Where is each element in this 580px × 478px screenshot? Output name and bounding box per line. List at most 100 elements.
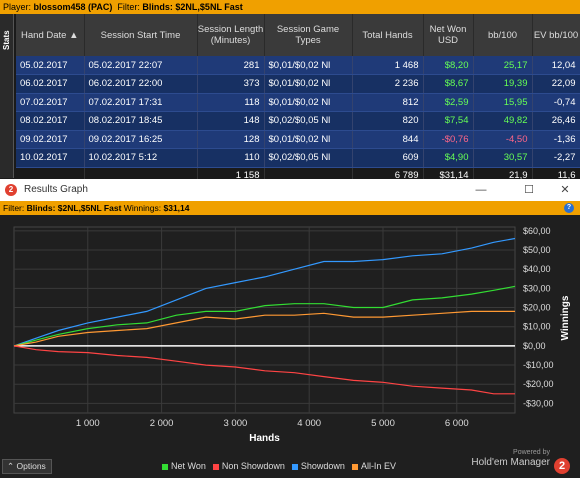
window-title: Results Graph <box>24 184 88 195</box>
legend-item[interactable]: Non Showdown <box>212 461 285 471</box>
y-tick-label: -$30,00 <box>523 398 554 408</box>
minimize-button[interactable]: — <box>475 184 487 196</box>
table-cell: -0,74 <box>532 93 580 112</box>
table-cell: $0,01/$0,02 Nl <box>264 93 353 112</box>
graph-legend: Net Won Non Showdown Showdown All-In EV <box>162 461 403 473</box>
y-tick-label: -$10,00 <box>523 360 554 370</box>
sessions-table: Hand Date ▲ Session Start Time Session L… <box>16 14 580 184</box>
x-tick-label: 1 000 <box>76 418 100 429</box>
table-cell: $8,67 <box>423 74 474 94</box>
header-ev-bb100[interactable]: EV bb/100 <box>532 14 580 56</box>
legend-label: Net Won <box>171 461 206 471</box>
table-cell: 2 236 <box>352 74 424 94</box>
table-cell: 128 <box>197 130 265 149</box>
maximize-button[interactable]: ☐ <box>524 184 534 196</box>
y-tick-label: $0,00 <box>523 341 546 351</box>
table-cell: 06.02.2017 22:00 <box>84 74 198 94</box>
sort-asc-icon: ▲ <box>69 29 79 41</box>
graph-filter-value: Blinds: $2NL,$5NL Fast <box>26 203 122 213</box>
table-cell: 30,57 <box>473 148 533 168</box>
table-cell: 22,09 <box>532 74 580 94</box>
legend-label: Showdown <box>300 461 345 471</box>
brand: Powered by Hold'em Manager 2 <box>471 449 570 474</box>
header-session-start[interactable]: Session Start Time <box>84 14 198 56</box>
header-bb100[interactable]: bb/100 <box>473 14 533 56</box>
table-row[interactable]: 05.02.2017 05.02.2017 22:07 281 $0,01/$0,02… <box>16 56 580 75</box>
help-icon[interactable]: ? <box>564 203 574 213</box>
table-cell: 06.02.2017 <box>16 74 85 94</box>
header-net-won[interactable]: Net Won USD <box>423 14 474 56</box>
table-cell: $0,02/$0,05 Nl <box>264 111 353 131</box>
legend-item[interactable]: All-In EV <box>351 461 396 471</box>
series-line-non-showdown <box>13 345 515 395</box>
table-cell: 09.02.2017 16:25 <box>84 130 198 149</box>
table-cell: -2,27 <box>532 148 580 168</box>
y-tick-label: $60,00 <box>523 226 551 236</box>
y-tick-label: -$20,00 <box>523 379 554 389</box>
player-label: Player: <box>3 2 32 12</box>
y-tick-label: $30,00 <box>523 283 551 293</box>
table-cell: 10.02.2017 <box>16 148 85 168</box>
table-header-row: Hand Date ▲ Session Start Time Session L… <box>16 14 580 56</box>
stats-side-tab[interactable]: Stats <box>0 14 14 178</box>
table-cell: 12,04 <box>532 56 580 75</box>
plot-area <box>13 226 516 414</box>
header-game-types[interactable]: Session Game Types <box>264 14 353 56</box>
table-cell: 19,39 <box>473 74 533 94</box>
winnings-label: Winnings: <box>123 203 162 213</box>
x-axis-title: Hands <box>249 433 280 444</box>
table-cell: 1 468 <box>352 56 424 75</box>
legend-swatch <box>212 463 219 470</box>
close-button[interactable]: ✕ <box>560 184 570 196</box>
y-tick-label: $40,00 <box>523 264 551 274</box>
results-graph: 1 000 2 000 3 000 4 000 5 000 6 000 $60,00 $50,… <box>13 226 571 444</box>
table-cell: 08.02.2017 18:45 <box>84 111 198 131</box>
y-tick-label: $20,00 <box>523 303 551 313</box>
x-tick-label: 3 000 <box>223 418 247 429</box>
table-cell: -$0,76 <box>423 130 474 149</box>
table-cell: 05.02.2017 22:07 <box>84 56 198 75</box>
table-row[interactable]: 07.02.2017 07.02.2017 17:31 118 $0,01/$0,02… <box>16 93 580 112</box>
graph-filter-bar: Filter: Blinds: $2NL,$5NL Fast Winnings:… <box>0 201 580 215</box>
graph-area: 1 000 2 000 3 000 4 000 5 000 6 000 $60,00 $50,… <box>0 215 580 478</box>
series-line-showdown <box>13 237 516 347</box>
winnings-value: $31,14 <box>163 203 190 213</box>
series-line-net-won <box>13 285 516 347</box>
legend-label: Non Showdown <box>221 461 285 471</box>
x-tick-label: 4 000 <box>297 418 321 429</box>
table-cell: 373 <box>197 74 265 94</box>
table-cell: 08.02.2017 <box>16 111 85 131</box>
options-label: Options <box>16 461 46 471</box>
table-cell: $7,54 <box>423 111 474 131</box>
header-hand-date[interactable]: Hand Date ▲ <box>16 14 85 56</box>
results-graph-window: 2 Results Graph — ☐ ✕ Filter: Blinds: $2… <box>0 179 580 478</box>
y-tick-label: $10,00 <box>523 322 551 332</box>
table-row[interactable]: 10.02.2017 10.02.2017 5:12 110 $0,02/$0,05 … <box>16 148 580 168</box>
legend-item[interactable]: Net Won <box>162 461 206 471</box>
y-axis-title: Winnings <box>560 295 571 340</box>
legend-swatch <box>162 463 168 470</box>
player-filter-bar: Player: blossom458 (PAC) Filter: Blinds:… <box>0 0 580 14</box>
table-cell: 15,95 <box>473 93 533 112</box>
player-name: blossom458 (PAC) <box>33 2 113 12</box>
table-row[interactable]: 06.02.2017 06.02.2017 22:00 373 $0,01/$0,02… <box>16 74 580 94</box>
table-cell: -4,50 <box>473 130 533 149</box>
header-total-hands[interactable]: Total Hands <box>352 14 424 56</box>
legend-item[interactable]: Showdown <box>291 461 345 471</box>
window-title-bar[interactable]: 2 Results Graph — ☐ ✕ <box>0 179 580 201</box>
powered-by: Powered by <box>513 449 550 456</box>
table-cell: 812 <box>352 93 424 112</box>
table-cell: 07.02.2017 <box>16 93 85 112</box>
table-cell: 820 <box>352 111 424 131</box>
header-session-length[interactable]: Session Length (Minutes) <box>197 14 265 56</box>
options-button[interactable]: ⌃ Options <box>2 459 52 474</box>
filter-label: Filter: <box>117 2 140 12</box>
table-cell: 09.02.2017 <box>16 130 85 149</box>
table-cell: 844 <box>352 130 424 149</box>
table-row[interactable]: 09.02.2017 09.02.2017 16:25 128 $0,01/$0,02… <box>16 130 580 149</box>
table-cell: 07.02.2017 17:31 <box>84 93 198 112</box>
hm-app-icon: 2 <box>5 184 17 196</box>
table-row[interactable]: 08.02.2017 08.02.2017 18:45 148 $0,02/$0,05… <box>16 111 580 131</box>
table-cell: 609 <box>352 148 424 168</box>
filter-value: Blinds: $2NL,$5NL Fast <box>142 2 243 12</box>
